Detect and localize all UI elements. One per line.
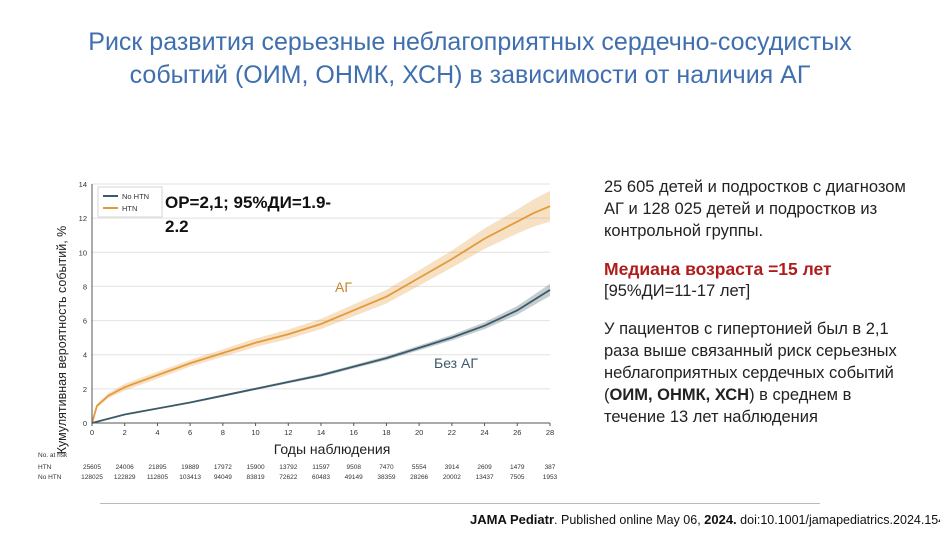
- x-tick-label: 0: [90, 428, 94, 437]
- hazard-ratio-annotation: ОР=2,1; 95%ДИ=1.9- 2.2: [165, 193, 336, 236]
- legend-layer: No HTN HTN: [97, 186, 163, 218]
- x-tick-label: 4: [155, 428, 159, 437]
- at-risk-value: 15900: [247, 464, 265, 471]
- summary-panel: 25 605 детей и подростков с диагнозом АГ…: [604, 176, 914, 444]
- citation-text2: doi:10.1001/jamapediatrics.2024.1543: [736, 513, 940, 527]
- at-risk-value: 13437: [476, 474, 494, 480]
- grid-layer: [92, 183, 550, 424]
- x-tick-label: 24: [480, 428, 488, 437]
- at-risk-value: 387: [545, 464, 556, 471]
- finding-part2: ) в среднем в течение 13 лет наблюдения: [604, 386, 852, 426]
- x-tick-label: 20: [415, 428, 423, 437]
- slide-title-line2: событий (ОИМ, ОНМК, ХСН) в зависимости о…: [129, 61, 811, 89]
- at-risk-value: 2609: [477, 464, 492, 471]
- at-risk-value: 28266: [410, 474, 428, 480]
- finding-text: У пациентов с гипертонией был в 2,1 раза…: [604, 318, 914, 428]
- series-label-htn: АГ: [335, 279, 352, 295]
- at-risk-row-label: HTN: [38, 464, 52, 471]
- y-tick-label: 6: [83, 317, 87, 326]
- citation-text1: . Published online May 06,: [554, 513, 705, 527]
- legend-label: No HTN: [122, 192, 149, 201]
- at-risk-value: 3914: [445, 464, 460, 471]
- x-tick-label: 8: [221, 428, 225, 437]
- legend-label: HTN: [122, 204, 137, 213]
- at-risk-value: 49149: [345, 474, 363, 480]
- confidence-band-htn: [92, 190, 550, 423]
- at-risk-value: 94049: [214, 474, 232, 480]
- x-tick-label: 12: [284, 428, 292, 437]
- slide-title: Риск развития серьезные неблагоприятных …: [60, 26, 880, 92]
- at-risk-value: 122829: [114, 474, 136, 480]
- series-line-no-htn: [91, 289, 551, 424]
- at-risk-value: 60483: [312, 474, 330, 480]
- at-risk-value: 17972: [214, 464, 232, 471]
- slide-title-line1: Риск развития серьезные неблагоприятных …: [88, 28, 852, 56]
- x-axis-label: Годы наблюдения: [274, 441, 391, 457]
- x-tick-label: 26: [513, 428, 521, 437]
- hazard-ratio-line1: ОР=2,1; 95%ДИ=1.9-: [165, 193, 331, 212]
- x-tick-label: 18: [382, 428, 390, 437]
- median-age: Медиана возраста =15 лет: [604, 259, 832, 279]
- hazard-ratio-line2: 2.2: [165, 217, 189, 236]
- citation-journal: JAMA Pediatr: [470, 512, 555, 527]
- at-risk-value: 19889: [181, 464, 199, 471]
- x-tick-label: 10: [251, 428, 259, 437]
- finding-bold: ОИМ, ОНМК, ХСН: [609, 386, 750, 404]
- at-risk-value: 128025: [81, 474, 103, 480]
- y-tick-label: 8: [83, 282, 87, 291]
- at-risk-value: 20002: [443, 474, 461, 480]
- at-risk-value: 25605: [83, 464, 101, 471]
- at-risk-header: No. at risk: [38, 452, 68, 459]
- at-risk-value: 103413: [179, 474, 201, 480]
- at-risk-value: 21895: [148, 464, 166, 471]
- y-tick-label: 12: [79, 214, 87, 223]
- citation-year: 2024.: [704, 512, 737, 527]
- at-risk-value: 5554: [412, 464, 427, 471]
- x-tick-label: 6: [188, 428, 192, 437]
- at-risk-row-label: No HTN: [38, 474, 62, 480]
- at-risk-value: 38359: [377, 474, 395, 480]
- x-tick-label: 16: [350, 428, 358, 437]
- finding-part1: У пациентов с гипертонией был в 2,1 раза…: [604, 320, 897, 404]
- confidence-band-no-htn: [92, 283, 550, 423]
- at-risk-value: 83819: [247, 474, 265, 480]
- y-tick-label: 2: [83, 385, 87, 394]
- x-tick-label: 28: [546, 428, 554, 437]
- at-risk-table: No. at risk HTN 25605 24006 21895 19889 17972 1…: [38, 452, 558, 480]
- median-ci: [95%ДИ=11-17 лет]: [604, 282, 751, 300]
- series-line-htn: [91, 205, 551, 424]
- y-tick-label: 0: [83, 419, 87, 428]
- line-layer: [91, 205, 551, 424]
- y-tick-label: 4: [83, 351, 87, 360]
- footer-divider: [100, 503, 820, 504]
- at-risk-value: 9508: [346, 464, 361, 471]
- citation: JAMA Pediatr. Published online May 06, 2…: [470, 512, 940, 527]
- x-tick-label: 14: [317, 428, 325, 437]
- at-risk-value: 7505: [510, 474, 525, 480]
- y-tick-label: 10: [79, 248, 87, 257]
- y-axis-label: Кумулятивная вероятность событий, %: [55, 226, 69, 455]
- at-risk-value: 13792: [279, 464, 297, 471]
- at-risk-value: 24006: [116, 464, 134, 471]
- at-risk-value: 112805: [147, 474, 169, 480]
- x-tick-label: 22: [448, 428, 456, 437]
- at-risk-value: 1479: [510, 464, 525, 471]
- band-layer: [92, 190, 550, 423]
- cohort-text: 25 605 детей и подростков с диагнозом АГ…: [604, 178, 906, 240]
- y-tick-label: 14: [79, 180, 87, 189]
- legend-box: [97, 186, 163, 218]
- x-tick-label: 2: [123, 428, 127, 437]
- at-risk-value: 1953: [543, 474, 558, 480]
- at-risk-value: 72622: [279, 474, 297, 480]
- at-risk-value: 11597: [312, 464, 330, 471]
- series-label-no-htn: Без АГ: [434, 355, 478, 371]
- at-risk-value: 7470: [379, 464, 394, 471]
